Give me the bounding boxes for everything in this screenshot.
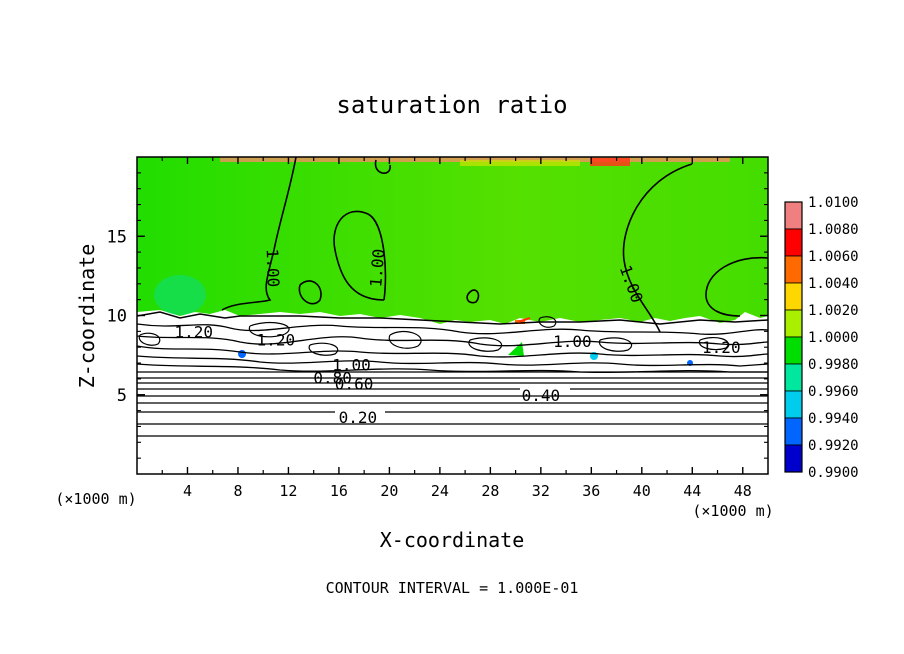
- contour-label-8: 0.80: [313, 368, 352, 387]
- contour-label-text: 1.00: [332, 356, 371, 375]
- x-axis-label: X-coordinate: [380, 528, 525, 552]
- contour-label-0: 1.00: [263, 248, 283, 287]
- colorbar-swatch-0: [784, 201, 803, 230]
- colorbar-label-0: 1.0100: [808, 195, 859, 211]
- chart-title: saturation ratio: [336, 91, 567, 119]
- colorbar-label-1: 1.0080: [808, 222, 859, 238]
- x-axis: 4 8 12 16 20 24 28 32 36 40 44 48: [161, 157, 752, 500]
- contour-label-text: 1.20: [175, 322, 214, 341]
- colorbar-swatch-7: [784, 390, 803, 419]
- green-wedge: [508, 342, 524, 356]
- x-tick-label-0: 4: [183, 482, 192, 500]
- contour-label-text: 1.20: [702, 338, 741, 357]
- colorbar-swatch-1: [784, 228, 803, 257]
- x-tick-label-9: 40: [633, 482, 651, 500]
- x-tick-label-7: 32: [532, 482, 550, 500]
- x-unit-left: (×1000 m): [55, 490, 136, 508]
- colorbar-label-8: 0.9940: [808, 411, 859, 427]
- colorbar-swatch-5: [784, 336, 803, 365]
- contour-label-text: 0.60: [335, 375, 374, 394]
- contour-label-1: 1.00: [366, 248, 388, 288]
- colorbar-swatch-3: [784, 282, 803, 311]
- colorbar-label-10: 0.9900: [808, 465, 859, 481]
- contour-label-text: 0.80: [313, 368, 352, 387]
- contour-interval-note: CONTOUR INTERVAL = 1.000E-01: [326, 579, 579, 597]
- colorbar-swatch-2: [784, 255, 803, 284]
- red-edge: [517, 317, 531, 323]
- x-tick-label-11: 48: [734, 482, 752, 500]
- x-unit-right: (×1000 m): [692, 502, 773, 520]
- x-tick-label-10: 44: [683, 482, 701, 500]
- contour-label-4: 1.20: [257, 330, 296, 349]
- contour-label-text: 1.00: [263, 248, 283, 287]
- y-tick-label-1: 10: [107, 307, 127, 327]
- contour-lines: [221, 157, 768, 333]
- saturated-region: [137, 157, 768, 324]
- colorbar-label-5: 1.0000: [808, 330, 859, 346]
- top-band-peak: [590, 158, 630, 166]
- top-band-highlight: [220, 157, 730, 162]
- plot-field: [137, 157, 768, 437]
- contour-label-5: 1.00: [553, 332, 592, 351]
- colorbar-frame: [784, 201, 803, 473]
- y-tick-label-0: 5: [117, 386, 127, 406]
- x-tick-label-4: 20: [380, 482, 398, 500]
- top-band-yellow: [460, 160, 580, 166]
- colorbar-swatch-4: [784, 309, 803, 338]
- y-tick-label-2: 15: [107, 227, 127, 247]
- low-patch-left: [154, 275, 206, 315]
- contour-label-text: 1.20: [257, 330, 296, 349]
- colorbar-label-9: 0.9920: [808, 438, 859, 454]
- x-tick-label-2: 12: [279, 482, 297, 500]
- colorbar-swatch-8: [784, 417, 803, 446]
- contour-label-6: 1.20: [702, 338, 741, 357]
- contour-label-3: 1.20: [175, 322, 214, 341]
- colorbar-label-6: 0.9980: [808, 357, 859, 373]
- colorbar-swatch-6: [784, 363, 803, 392]
- blue-spot-1: [238, 350, 246, 358]
- contour-label-text: 1.00: [366, 248, 388, 288]
- x-tick-label-6: 28: [481, 482, 499, 500]
- colorbar-label-7: 0.9960: [808, 384, 859, 400]
- colorbar-label-2: 1.0060: [808, 249, 859, 265]
- contour-label-text: 0.20: [339, 408, 378, 427]
- lower-contours: [137, 311, 768, 437]
- contour-label-10: 0.40: [522, 386, 561, 405]
- colorbar-swatch-9: [784, 444, 803, 473]
- contour-label-7: 1.00: [332, 356, 371, 375]
- contour-label-text: 0.40: [522, 386, 561, 405]
- colorbar: 1.0100 1.0080 1.0060 1.0040 1.0020 1.0000 0.99…: [784, 195, 859, 481]
- y-axis-label: Z-coordinate: [75, 244, 99, 389]
- colorbar-label-3: 1.0040: [808, 276, 859, 292]
- contour-label-9: 0.60: [335, 375, 374, 394]
- contour-label-text: 1.00: [553, 332, 592, 351]
- x-tick-label-8: 36: [582, 482, 600, 500]
- y-axis: 5 10 15: [107, 172, 768, 459]
- x-tick-label-3: 16: [330, 482, 348, 500]
- contour-label-11: 0.20: [339, 408, 378, 427]
- colorbar-label-4: 1.0020: [808, 303, 859, 319]
- x-tick-label-1: 8: [233, 482, 242, 500]
- x-tick-label-5: 24: [431, 482, 449, 500]
